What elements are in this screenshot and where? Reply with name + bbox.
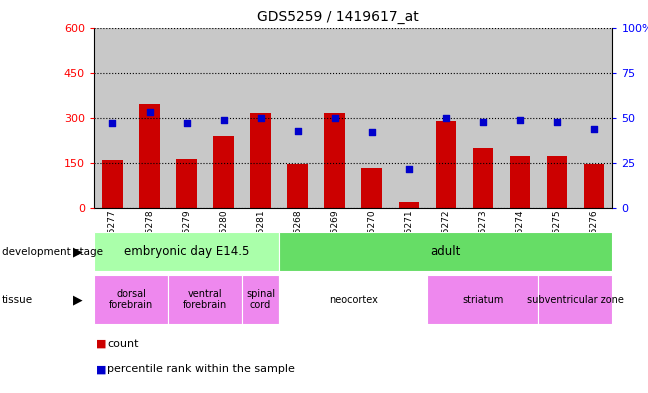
Point <box>404 165 414 172</box>
Text: adult: adult <box>430 245 461 258</box>
Bar <box>205 28 242 208</box>
Point <box>255 115 266 121</box>
Bar <box>584 164 604 208</box>
Title: GDS5259 / 1419617_at: GDS5259 / 1419617_at <box>257 10 419 24</box>
Text: spinal
cord: spinal cord <box>246 289 275 310</box>
Bar <box>94 232 279 271</box>
Text: subventricular zone: subventricular zone <box>527 295 624 305</box>
Point <box>478 118 488 125</box>
Point <box>367 129 377 136</box>
Bar <box>353 28 390 208</box>
Text: ventral
forebrain: ventral forebrain <box>183 289 227 310</box>
Bar <box>390 28 427 208</box>
Point <box>441 115 451 121</box>
Text: dorsal
forebrain: dorsal forebrain <box>109 289 153 310</box>
Bar <box>316 28 353 208</box>
Bar <box>288 164 308 208</box>
Text: embryonic day E14.5: embryonic day E14.5 <box>124 245 249 258</box>
Bar <box>427 275 538 324</box>
Bar <box>168 275 242 324</box>
Text: striatum: striatum <box>462 295 503 305</box>
Text: development stage: development stage <box>2 246 103 257</box>
Bar <box>279 232 612 271</box>
Text: count: count <box>107 339 139 349</box>
Text: ▶: ▶ <box>73 245 82 258</box>
Bar <box>362 167 382 208</box>
Bar <box>279 275 427 324</box>
Text: ■: ■ <box>96 364 106 375</box>
Bar <box>502 28 538 208</box>
Point <box>108 120 118 127</box>
Bar <box>427 28 464 208</box>
Bar <box>176 159 197 208</box>
Bar <box>213 136 234 208</box>
Point <box>515 117 525 123</box>
Bar <box>575 28 612 208</box>
Text: percentile rank within the sample: percentile rank within the sample <box>107 364 295 375</box>
Bar <box>509 156 530 208</box>
Point <box>292 127 303 134</box>
Bar <box>139 104 159 208</box>
Bar <box>250 113 271 208</box>
Bar <box>538 28 575 208</box>
Bar <box>464 28 502 208</box>
Text: tissue: tissue <box>2 295 33 305</box>
Bar <box>242 275 279 324</box>
Point <box>145 109 155 116</box>
Point <box>329 115 340 121</box>
Bar <box>472 148 493 208</box>
Point <box>588 126 599 132</box>
Bar <box>325 113 345 208</box>
Point <box>218 117 229 123</box>
Bar <box>131 28 168 208</box>
Text: neocortex: neocortex <box>329 295 378 305</box>
Bar <box>94 275 168 324</box>
Point <box>181 120 192 127</box>
Bar <box>242 28 279 208</box>
Bar <box>168 28 205 208</box>
Bar <box>279 28 316 208</box>
Point <box>551 118 562 125</box>
Text: ▶: ▶ <box>73 293 82 306</box>
Bar <box>399 202 419 208</box>
Bar <box>94 28 131 208</box>
Bar <box>102 160 122 208</box>
Bar <box>547 156 567 208</box>
Text: ■: ■ <box>96 339 106 349</box>
Bar <box>435 121 456 208</box>
Bar <box>538 275 612 324</box>
